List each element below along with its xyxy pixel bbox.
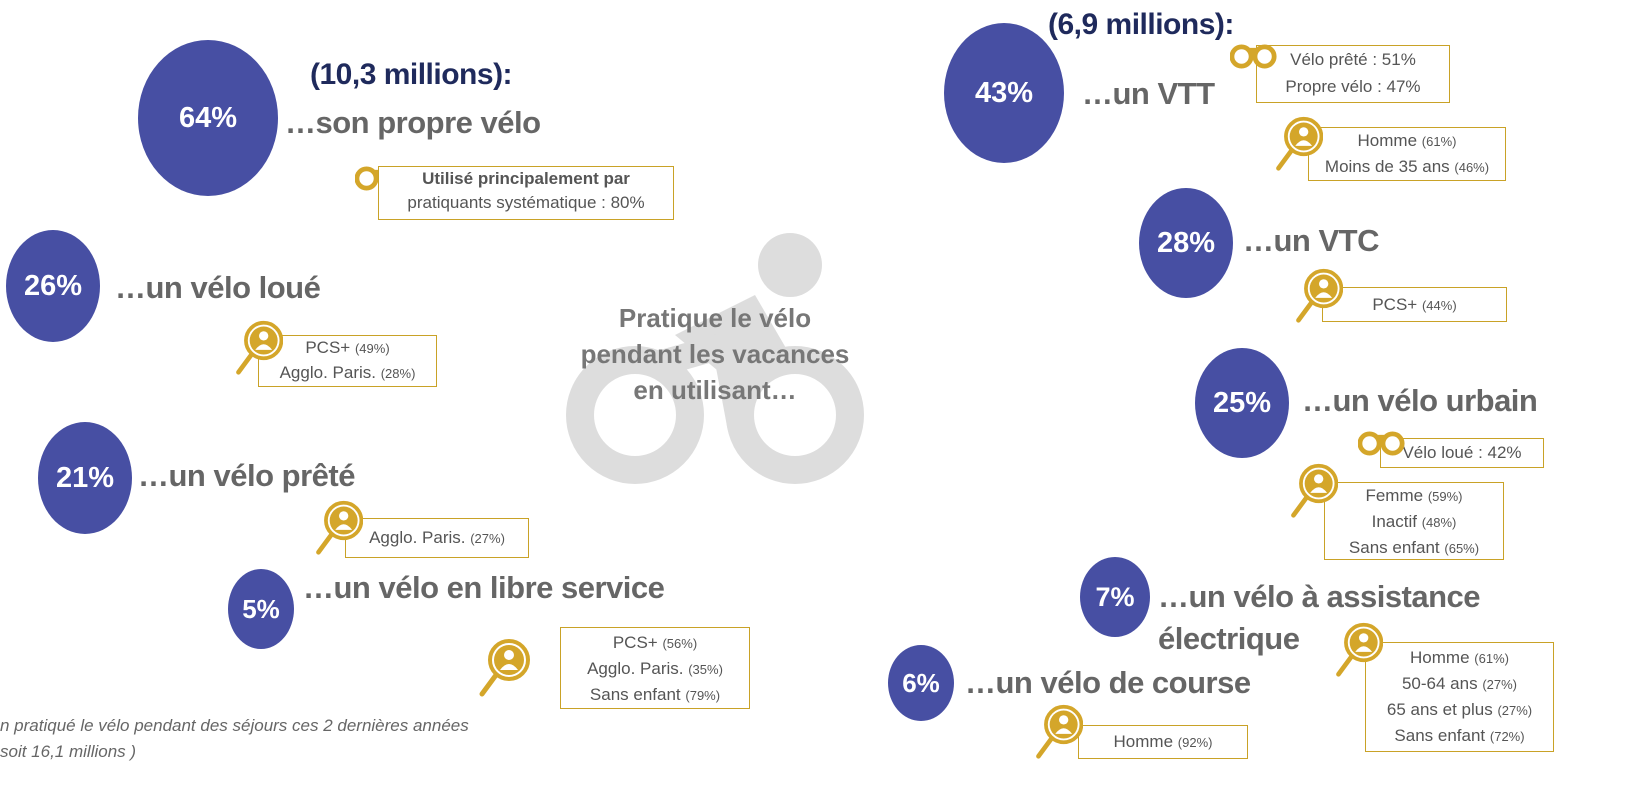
heading: (6,9 millions): [1048,8,1234,41]
label: …un vélo de course [965,665,1251,700]
label: …un VTT [1082,76,1215,111]
text: (61%) [1421,134,1457,149]
text: (61%) [1474,651,1509,666]
text: Pratique le vélo [618,303,812,333]
profile-box: Homme (92%) [1078,725,1248,759]
text: 7% [1095,581,1135,612]
text: 21% [55,461,115,494]
text: 65 ans et plus [1386,700,1493,719]
label: …un vélo prêté [138,458,355,493]
label: …son propre vélo [285,105,541,140]
text: Utilisé principalement par [422,169,630,188]
bike-icon [566,233,864,484]
usage-box: Vélo prêté : 51% Propre vélo : 47% [1256,45,1450,103]
text: pratiquants systématique : 80% [407,193,645,212]
search-icon [235,320,283,376]
text: Homme [1113,732,1174,751]
usage-box: Vélo loué : 42% [1380,438,1544,468]
text: Agglo. Paris. [279,363,376,382]
bubble: 43% [944,23,1064,163]
profile-box: Homme (61%) Moins de 35 ans (46%) [1308,127,1506,181]
binoculars-icon [1230,44,1278,69]
search-icon [1335,622,1383,678]
search-icon [1290,463,1338,519]
text: (49%) [354,341,390,356]
profile-box: PCS+ (49%) Agglo. Paris. (28%) [258,335,437,387]
text: soit 16,1 millions ) [0,742,137,761]
bubble: 6% [888,645,954,721]
text: 5% [242,593,280,624]
bubble: 7% [1080,557,1150,637]
text: 6% [902,667,940,698]
text: Sans enfant [1394,726,1486,745]
binoculars-icon [1358,431,1406,456]
bubble: 28% [1139,188,1233,298]
text: Homme [1410,648,1470,667]
text: (72%) [1489,729,1525,744]
text: (27%) [470,531,505,546]
text: Sans enfant [1348,538,1440,557]
footnote: n pratiqué le vélo pendant des séjours c… [0,713,469,765]
text: Vélo prêté : 51% [1290,50,1416,69]
text: (65%) [1444,541,1480,556]
label: …un vélo loué [115,270,321,305]
text: 28% [1156,226,1216,259]
text: PCS+ [1372,295,1418,314]
text: (59%) [1427,489,1463,504]
bubble: 25% [1195,348,1289,458]
text: 50-64 ans [1401,674,1478,693]
text: (44%) [1421,298,1457,313]
search-icon [1275,116,1323,172]
text: en utilisant… [633,375,797,405]
profile-box: PCS+ (56%) Agglo. Paris. (35%) Sans enfant… [560,627,750,709]
label: …un vélo à assistance électrique [1158,579,1481,656]
text: 43% [974,76,1034,109]
text: Femme [1365,486,1424,505]
search-icon [1035,704,1083,760]
text: PCS+ [305,338,351,357]
label: …un VTC [1243,223,1380,258]
text: (27%) [1497,703,1533,718]
center-text: Pratique le vélo pendant les vacances en u… [540,300,890,408]
text: (28%) [380,366,416,381]
search-icon [478,638,530,698]
text: pendant les vacances [580,339,850,369]
bubble: 21% [38,422,132,534]
bubble: 64% [138,40,278,196]
text: n pratiqué le vélo pendant des séjours c… [0,716,469,735]
bubble: 5% [228,569,294,649]
text: (79%) [685,688,721,703]
bubble: 26% [6,230,100,342]
text: Propre vélo : 47% [1285,77,1421,96]
profile-box: PCS+ (44%) [1322,287,1507,322]
usage-box: Utilisé principalement par pratiquants sy… [378,166,674,220]
search-icon [315,500,363,556]
text: Agglo. Paris. [369,528,466,547]
profile-box: Homme (61%) 50-64 ans (27%) 65 ans et plus… [1365,642,1554,752]
label: …un vélo en libre service [303,570,665,605]
text: 64% [178,101,238,134]
profile-box: Femme (59%) Inactif (48%) Sans enfant (65%… [1324,482,1504,560]
text: Moins de 35 ans [1324,157,1450,176]
heading: (10,3 millions): [310,58,513,91]
search-icon [1295,268,1343,324]
text: 26% [23,269,83,302]
label: …un vélo urbain [1302,383,1538,418]
text: Vélo loué : 42% [1402,443,1522,462]
text: (48%) [1421,515,1457,530]
text: Inactif [1371,512,1417,531]
text: Sans enfant [589,685,681,704]
profile-box: Agglo. Paris. (27%) [345,518,529,558]
text: (56%) [662,636,698,651]
text: (92%) [1177,735,1213,750]
text: (46%) [1454,160,1490,175]
text: PCS+ [612,633,658,652]
text: Agglo. Paris. [587,659,684,678]
text: (27%) [1482,677,1518,692]
text: (35%) [688,662,723,677]
text: 25% [1212,386,1272,419]
text: Homme [1357,131,1418,150]
